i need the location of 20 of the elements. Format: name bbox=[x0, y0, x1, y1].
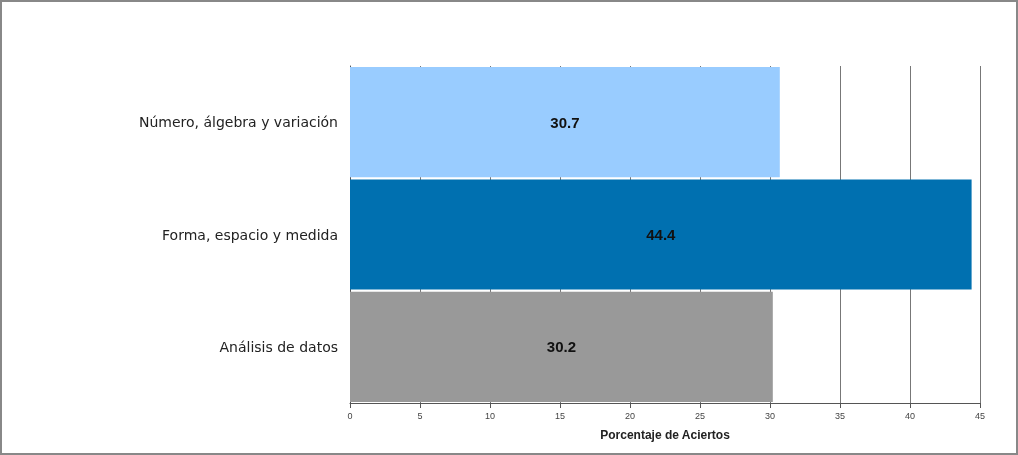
data-label: 30.2 bbox=[546, 338, 576, 356]
bar bbox=[350, 179, 972, 290]
data-label: 30.7 bbox=[550, 113, 580, 131]
x-tick-label: 30 bbox=[764, 410, 776, 421]
data-label: 44.4 bbox=[646, 226, 677, 243]
x-tick-label: 15 bbox=[554, 410, 566, 421]
x-tick-label: 25 bbox=[694, 410, 706, 421]
y-tick-label: Número, álgebra y variación bbox=[138, 114, 338, 131]
x-tick-label: 5 bbox=[417, 410, 423, 421]
x-tick-label: 10 bbox=[484, 410, 496, 421]
x-tick-label: 0 bbox=[347, 410, 353, 421]
bar bbox=[350, 67, 780, 178]
x-axis-title: Porcentaje de Aciertos bbox=[600, 428, 731, 442]
x-tick-label: 35 bbox=[834, 410, 846, 421]
y-tick-label: Análisis de datos bbox=[219, 338, 338, 355]
x-tick-label: 40 bbox=[904, 410, 916, 421]
bar bbox=[350, 291, 773, 402]
x-tick-label: 45 bbox=[974, 410, 986, 421]
x-tick-label: 20 bbox=[624, 410, 636, 421]
y-tick-label: Forma, espacio y medida bbox=[162, 226, 338, 243]
